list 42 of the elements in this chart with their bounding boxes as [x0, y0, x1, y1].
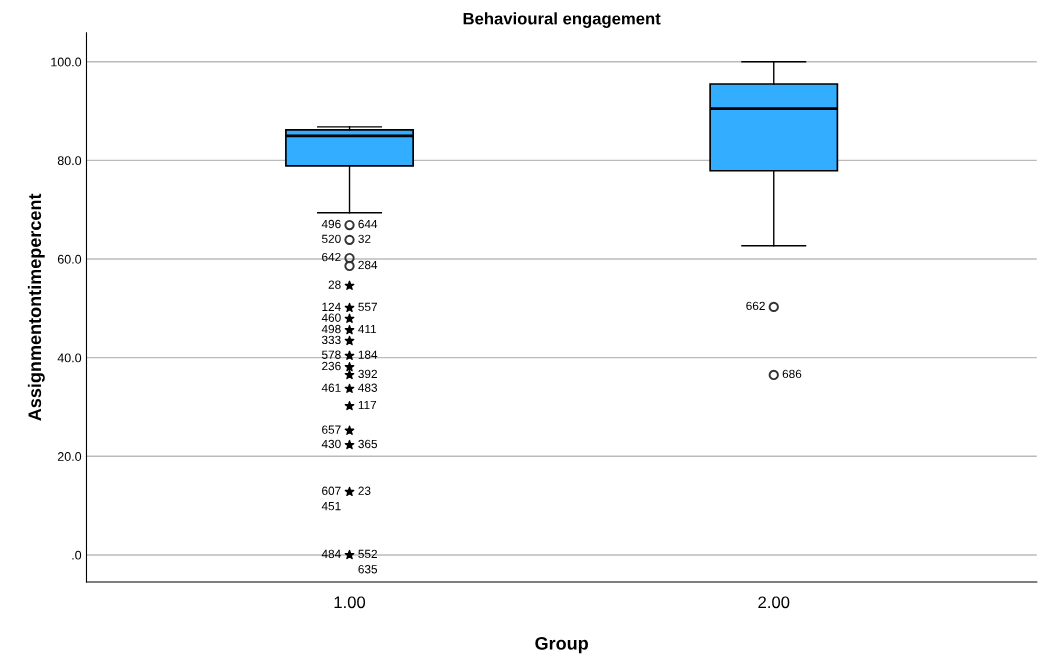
- annotation: 184: [358, 350, 378, 359]
- x-tick-label: 1.00: [334, 596, 366, 609]
- annotation: 642: [322, 252, 341, 262]
- annotation: 578: [321, 350, 341, 359]
- y-tick-label: 20.0: [57, 452, 82, 461]
- annotation: 483: [358, 383, 378, 392]
- annotation: 28: [328, 280, 341, 289]
- annotation: 451: [321, 502, 341, 511]
- chart-title: Behavioural engagement: [463, 12, 661, 28]
- annotation: 392: [358, 369, 377, 379]
- annotation: 607: [322, 486, 341, 495]
- annotation: 484: [321, 549, 341, 559]
- annotation: 552: [358, 549, 377, 559]
- annotation: 686: [782, 369, 802, 379]
- annotation: 411: [358, 325, 377, 334]
- annotation: 23: [358, 486, 371, 495]
- y-tick-label: 40.0: [57, 353, 82, 363]
- x-tick-label: 2.00: [758, 596, 790, 609]
- annotation: 284: [358, 260, 378, 270]
- y-tick-label: .0: [72, 550, 82, 560]
- y-tick-label: 60.0: [57, 254, 82, 264]
- annotation: 557: [358, 302, 377, 312]
- y-tick-label: 80.0: [57, 156, 82, 166]
- annotation: 32: [358, 234, 371, 243]
- annotation: 430: [321, 439, 341, 449]
- annotation: 365: [358, 439, 378, 449]
- annotation: 657: [322, 425, 341, 434]
- annotation: 644: [358, 219, 378, 229]
- annotation: 124: [322, 302, 341, 311]
- annotation: 520: [321, 234, 341, 243]
- annotation: 117: [358, 400, 377, 410]
- annotation: 635: [358, 565, 378, 574]
- y-tick-label: 100.0: [51, 57, 82, 67]
- annotation: 460: [321, 313, 341, 322]
- x-axis-title: Group: [535, 636, 588, 654]
- annotation: 498: [321, 324, 341, 334]
- annotation: 333: [321, 335, 341, 345]
- annotation: 496: [321, 219, 341, 229]
- annotation: 662: [746, 301, 765, 311]
- annotation: 461: [321, 383, 341, 392]
- annotation: 236: [322, 361, 341, 371]
- y-axis-title: Assignmentontimepercent: [27, 193, 45, 421]
